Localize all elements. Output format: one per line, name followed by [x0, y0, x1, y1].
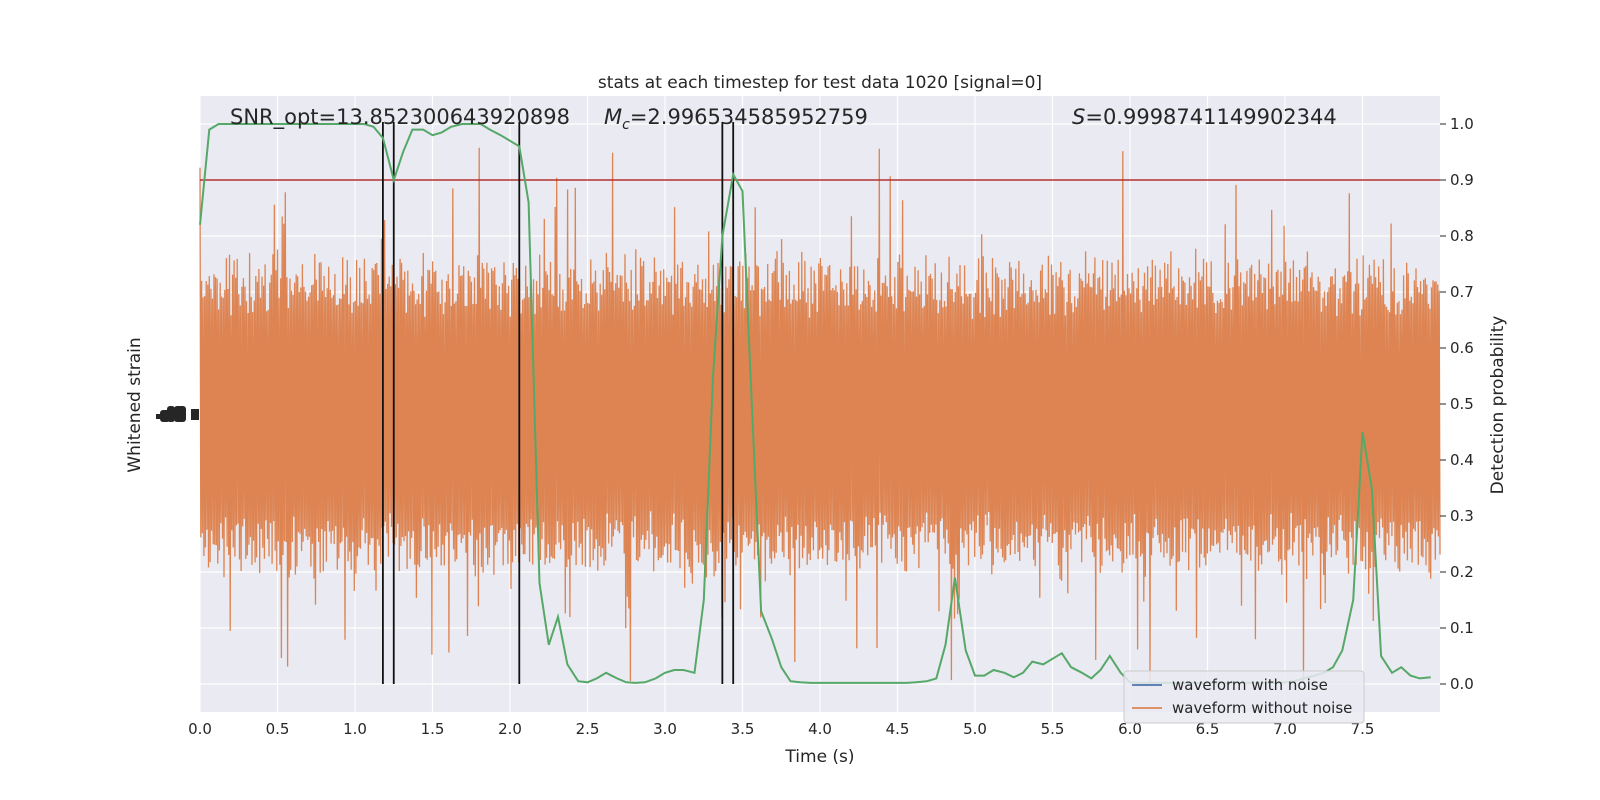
y-tick-label: 0.1	[1450, 619, 1474, 637]
y-tick-label: 0.9	[1450, 171, 1474, 189]
chart-title: stats at each timestep for test data 102…	[598, 73, 1042, 93]
x-tick-label: 0.5	[266, 720, 290, 738]
legend-box	[1123, 670, 1365, 724]
x-tick-label: 0.0	[188, 720, 212, 738]
x-tick-label: 3.5	[731, 720, 755, 738]
x-tick-label: 4.0	[808, 720, 832, 738]
y-axis-right-ticks: 0.0 0.1 0.2 0.3 0.4 0.5 0.6 0.7 0.8 0.9 1.0	[1440, 115, 1474, 693]
left-axis-tick-cluster	[156, 406, 199, 422]
mc-symbol: M	[604, 105, 622, 129]
snr-annotation: SNR_opt=13.852300643920898	[230, 105, 570, 130]
x-axis-ticks: 0.0 0.5 1.0 1.5 2.0 2.5 3.0 3.5 4.0 4.5 5.0 5.5 6.0 6…	[188, 720, 1374, 738]
legend-label-with-noise: waveform with noise	[1172, 676, 1328, 694]
x-axis-title: Time (s)	[784, 747, 854, 767]
x-tick-label: 6.0	[1118, 720, 1142, 738]
y-axis-left-title: Whitened strain	[125, 337, 145, 472]
x-tick-label: 3.0	[653, 720, 677, 738]
legend: waveform with noise waveform without noi…	[1123, 670, 1365, 724]
x-tick-label: 1.5	[421, 720, 445, 738]
x-tick-label: 2.0	[498, 720, 522, 738]
x-tick-label: 2.5	[576, 720, 600, 738]
y-tick-label: 0.0	[1450, 675, 1474, 693]
x-tick-label: 1.0	[343, 720, 367, 738]
s-value: =0.9998741149902344	[1085, 105, 1336, 129]
x-tick-label: 5.0	[963, 720, 987, 738]
y-tick-label: 0.2	[1450, 563, 1474, 581]
waveform-without-noise-line	[199, 147, 1441, 685]
mc-subscript: c	[622, 117, 630, 133]
s-symbol: S	[1072, 105, 1085, 129]
x-tick-label: 7.0	[1273, 720, 1297, 738]
y-tick-label: 1.0	[1450, 115, 1474, 133]
mc-value: =2.996534585952759	[630, 105, 868, 129]
x-tick-label: 5.5	[1041, 720, 1065, 738]
y-axis-right-title: Detection probability	[1488, 316, 1508, 495]
y-tick-label: 0.7	[1450, 283, 1474, 301]
x-tick-label: 4.5	[886, 720, 910, 738]
s-annotation: S=0.9998741149902344	[1072, 105, 1337, 129]
y-tick-label: 0.4	[1450, 451, 1474, 469]
x-tick-label: 6.5	[1196, 720, 1220, 738]
mc-annotation: Mc=2.996534585952759	[604, 105, 868, 133]
y-tick-label: 0.3	[1450, 507, 1474, 525]
x-tick-label: 7.5	[1351, 720, 1375, 738]
y-tick-label: 0.6	[1450, 339, 1474, 357]
legend-label-without-noise: waveform without noise	[1172, 699, 1352, 717]
y-tick-label: 0.5	[1450, 395, 1474, 413]
y-tick-label: 0.8	[1450, 227, 1474, 245]
waveform-without-noise-series	[199, 147, 1441, 685]
vertical-markers	[381, 122, 735, 684]
